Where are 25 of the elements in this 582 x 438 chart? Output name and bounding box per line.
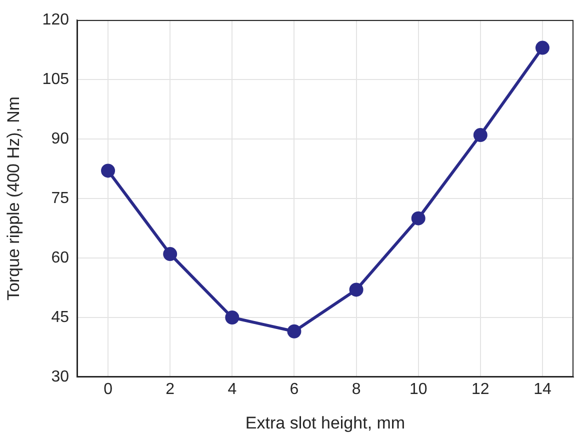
x-tick-label: 4 (228, 381, 237, 398)
point (349, 282, 364, 297)
y-tick-label: 30 (51, 368, 70, 386)
x-tick-label: 0 (104, 381, 113, 398)
x-tick-label: 12 (472, 381, 490, 398)
point (535, 40, 550, 55)
point (473, 128, 488, 142)
point (101, 164, 116, 178)
x-tick-label: 6 (290, 381, 299, 398)
x-tick-label: 10 (409, 381, 428, 398)
x-tick-label: 14 (534, 381, 552, 398)
y-tick-label: 75 (51, 190, 70, 207)
y-tick-label: 105 (42, 70, 70, 88)
y-axis-title: Torque ripple (400 Hz), Nm (4, 96, 23, 301)
y-tick-label: 120 (42, 11, 70, 28)
y-tick-label: 90 (51, 130, 70, 148)
point (287, 324, 302, 338)
x-tick-label: 2 (166, 381, 175, 398)
point (411, 211, 426, 226)
x-axis-title: Extra slot height, mm (245, 413, 406, 432)
point (163, 247, 178, 262)
y-tick-label: 60 (51, 249, 70, 266)
x-tick-label: 8 (352, 381, 361, 398)
y-tick-label: 45 (51, 308, 70, 326)
point (225, 310, 240, 324)
